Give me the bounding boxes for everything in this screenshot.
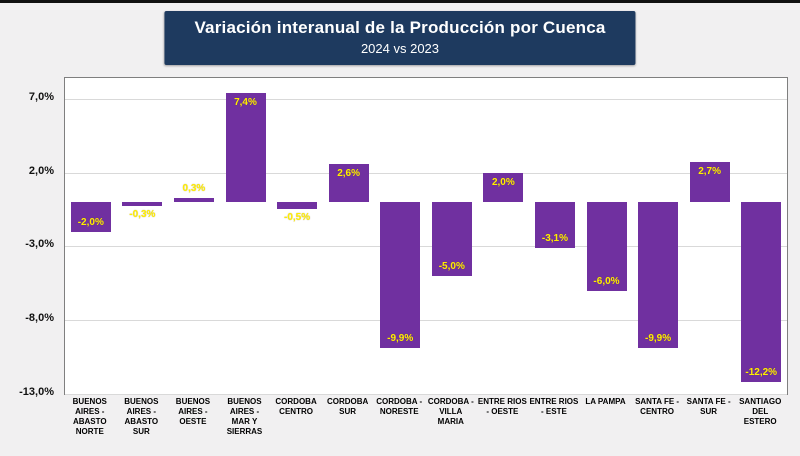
bar (328, 163, 369, 203)
bar-value-label: -3,1% (541, 232, 568, 244)
x-category-label: LA PAMPA (585, 397, 626, 406)
gridline (65, 246, 787, 248)
x-category-label: CORDOBA - NORESTE (376, 397, 423, 416)
bar-value-label: -0,5% (284, 212, 311, 224)
bar-value-label: 0,3% (182, 182, 206, 194)
plot-area: -2,0% -0,3% 0,3% 7,4% -0,5% 2,6% -9,9% -5,0% 2,0… (64, 77, 788, 395)
bar (741, 202, 782, 383)
bar (277, 202, 318, 210)
y-tick-label: -3,0% (25, 238, 54, 251)
bar-value-label: -9,9% (645, 333, 672, 345)
y-tick-label: -8,0% (25, 312, 54, 325)
bar-value-label: 2,0% (491, 176, 515, 188)
gridline (65, 394, 787, 395)
x-category-label: BUENOS AIRES - OESTE (175, 397, 211, 426)
bar-value-label: 2,7% (698, 166, 722, 178)
bar (483, 172, 524, 203)
x-category-label: CORDOBA CENTRO (275, 397, 317, 416)
y-tick-label: 2,0% (28, 164, 54, 177)
gridline (65, 98, 787, 100)
x-category-label: ENTRE RIOS - ESTE (529, 397, 579, 416)
bar-value-label: 2,6% (337, 167, 361, 179)
bar (689, 162, 730, 203)
bar-value-label: -9,9% (387, 333, 414, 345)
bar-value-label: -0,3% (129, 209, 156, 221)
x-category-label: SANTA FE - CENTRO (635, 397, 680, 416)
chart-subtitle: 2024 vs 2023 (360, 41, 440, 56)
x-category-label: BUENOS AIRES - ABASTO NORTE (72, 397, 107, 436)
x-category-label: CORDOBA - VILLA MARIA (427, 397, 474, 426)
x-category-label: SANTA FE - SUR (686, 397, 731, 416)
bar-value-label: 7,4% (234, 96, 257, 108)
bar (70, 202, 111, 232)
bar (638, 202, 679, 349)
bar (534, 202, 575, 248)
bar-value-label: -12,2% (745, 367, 778, 379)
chart-title-box: Variación interanual de la Producción po… (164, 11, 636, 65)
bar (380, 202, 421, 349)
bar (225, 92, 266, 203)
gridline (65, 172, 787, 174)
x-category-label: BUENOS AIRES - ABASTO SUR (124, 397, 159, 436)
bar-value-label: -5,0% (438, 260, 465, 272)
bar (122, 202, 163, 207)
x-category-label: CORDOBA SUR (326, 397, 369, 416)
bar-value-label: -2,0% (77, 216, 104, 228)
bar (586, 202, 627, 291)
x-category-label: SANTIAGO DEL ESTERO (739, 397, 782, 426)
bar-value-label: -6,0% (593, 275, 620, 287)
y-tick-label: -13,0% (19, 386, 54, 398)
x-category-label: ENTRE RIOS - OESTE (477, 397, 527, 416)
bar (431, 202, 472, 276)
x-category-label: BUENOS AIRES - MAR Y SIERRAS (226, 397, 263, 436)
gridline (65, 320, 787, 322)
chart-title: Variación interanual de la Producción po… (194, 18, 606, 37)
bar (173, 197, 214, 203)
y-tick-label: 7,0% (28, 90, 54, 103)
